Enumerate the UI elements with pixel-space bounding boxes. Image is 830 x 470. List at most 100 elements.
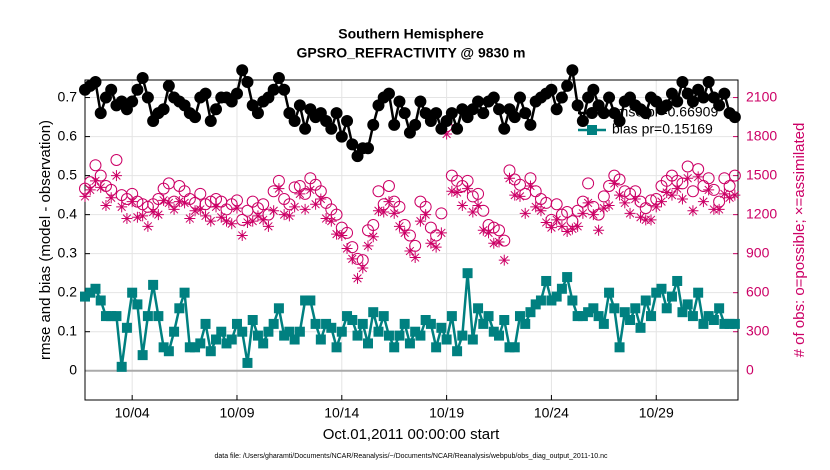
point — [472, 187, 485, 200]
point — [194, 203, 206, 215]
point — [472, 95, 485, 108]
point — [320, 213, 332, 225]
point — [173, 196, 185, 208]
point — [645, 214, 657, 226]
point — [425, 318, 436, 329]
point — [572, 220, 584, 232]
point — [676, 193, 688, 205]
point — [230, 87, 243, 100]
point — [367, 118, 380, 131]
point — [284, 326, 295, 337]
point — [660, 99, 673, 112]
point — [336, 229, 348, 241]
point — [494, 330, 505, 341]
point — [372, 185, 385, 198]
point — [441, 128, 453, 140]
point — [200, 318, 211, 329]
point — [587, 125, 597, 135]
point — [609, 303, 620, 314]
point — [514, 311, 525, 322]
x-tick-label: 10/09 — [219, 405, 254, 421]
point — [136, 72, 149, 85]
point — [430, 107, 443, 120]
point — [504, 172, 516, 184]
point — [242, 357, 253, 368]
point — [603, 200, 615, 212]
point — [487, 91, 500, 104]
point — [614, 342, 625, 353]
point — [525, 307, 536, 318]
point — [702, 172, 715, 185]
point — [362, 142, 375, 155]
point — [315, 334, 326, 345]
point — [456, 200, 468, 212]
point — [431, 342, 442, 353]
point — [682, 172, 694, 184]
point — [100, 200, 112, 212]
point — [404, 245, 416, 257]
point — [315, 193, 327, 205]
point — [451, 187, 463, 199]
point — [278, 209, 290, 221]
point — [131, 211, 143, 223]
point — [577, 207, 589, 219]
point — [509, 342, 520, 353]
point — [604, 287, 615, 298]
point — [383, 196, 395, 208]
point — [478, 318, 489, 329]
point — [519, 107, 532, 120]
point — [388, 207, 400, 219]
y2-tick-label: 2100 — [746, 88, 777, 104]
point — [126, 95, 139, 108]
point — [677, 307, 688, 318]
point — [508, 111, 521, 124]
point — [530, 201, 542, 213]
point — [373, 326, 384, 337]
point — [498, 122, 511, 135]
point — [404, 338, 415, 349]
point — [293, 99, 306, 112]
point — [367, 219, 380, 232]
point — [147, 206, 159, 218]
point — [697, 91, 710, 104]
point — [703, 184, 715, 196]
point — [378, 206, 390, 218]
point — [168, 203, 180, 215]
point — [467, 206, 479, 218]
point — [111, 311, 122, 322]
point — [262, 220, 274, 232]
point — [676, 75, 689, 88]
point — [389, 342, 400, 353]
point — [325, 122, 338, 135]
point — [493, 103, 506, 116]
point — [310, 198, 322, 210]
y2-tick-label: 1800 — [746, 127, 777, 143]
point — [562, 272, 573, 283]
point — [467, 334, 478, 345]
point — [535, 295, 546, 306]
point — [586, 107, 598, 119]
point — [194, 187, 207, 200]
x-tick-label: 10/14 — [324, 405, 359, 421]
point — [184, 213, 196, 225]
point — [477, 224, 489, 236]
y-tick-label: 0.1 — [58, 322, 78, 338]
point — [477, 107, 490, 120]
point — [614, 189, 626, 201]
point — [635, 211, 647, 223]
point — [603, 91, 616, 104]
point — [724, 192, 736, 204]
point — [346, 253, 358, 265]
y-tick-label: 0 — [69, 361, 77, 377]
point — [341, 114, 354, 127]
point — [268, 318, 279, 329]
point — [666, 189, 678, 201]
point — [729, 318, 740, 329]
y-tick-label: 0.7 — [58, 88, 78, 104]
point — [445, 107, 458, 120]
y2-tick-label: 300 — [746, 322, 770, 338]
point — [666, 291, 677, 302]
point — [163, 197, 175, 209]
point — [545, 222, 557, 234]
point — [105, 192, 117, 204]
